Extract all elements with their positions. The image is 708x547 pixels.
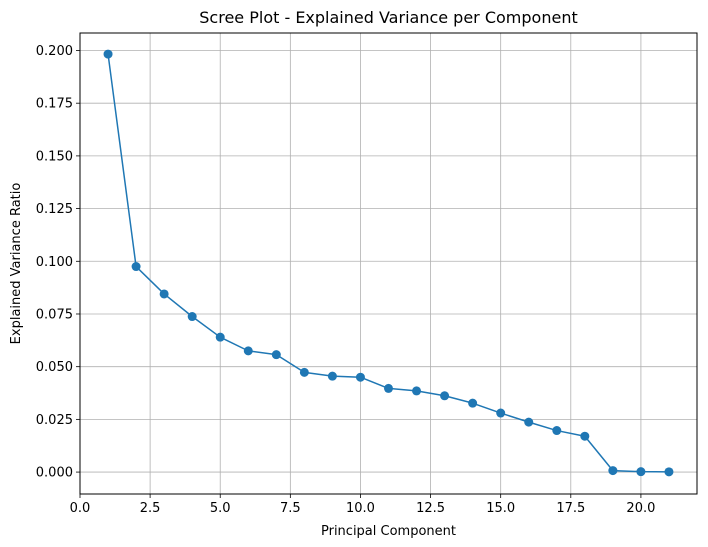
y-tick-label: 0.200 (36, 44, 73, 59)
data-point (524, 417, 534, 427)
data-point (327, 371, 337, 381)
data-point (131, 262, 141, 272)
data-point (468, 398, 478, 408)
y-tick-label: 0.125 (36, 202, 73, 217)
data-point (580, 431, 590, 441)
data-point (215, 332, 225, 342)
x-axis-label: Principal Component (321, 524, 456, 539)
x-tick-label: 20.0 (626, 501, 655, 516)
series-layer (103, 49, 674, 477)
data-point (552, 426, 562, 436)
grid-layer (79, 33, 697, 494)
x-tick-label: 7.5 (280, 501, 301, 516)
data-point (355, 372, 365, 382)
x-tick-label: 12.5 (416, 501, 445, 516)
data-point (384, 383, 393, 393)
data-point (636, 467, 646, 477)
y-tick-label: 0.025 (36, 413, 73, 428)
data-point (440, 391, 450, 401)
data-point (299, 367, 309, 377)
x-tick-label: 2.5 (140, 501, 161, 516)
data-point (412, 386, 422, 396)
x-tick-label: 5.0 (210, 501, 231, 516)
y-tick-label: 0.000 (36, 466, 73, 481)
x-tick-label: 17.5 (556, 501, 585, 516)
x-tick-label: 10.0 (346, 501, 375, 516)
data-point (664, 467, 674, 477)
y-tick-label: 0.100 (36, 255, 73, 270)
data-point (496, 408, 506, 418)
data-point (271, 350, 281, 360)
data-point (159, 289, 169, 299)
data-point (243, 346, 253, 356)
x-tick-label: 0.0 (70, 501, 91, 516)
y-tick-label: 0.175 (36, 97, 73, 112)
y-tick-label: 0.050 (36, 360, 73, 375)
data-point (187, 312, 197, 322)
chart-title: Scree Plot - Explained Variance per Comp… (199, 8, 577, 27)
y-tick-label: 0.150 (36, 149, 73, 164)
plot-frame (79, 32, 698, 495)
tick-layer: 0.0 2.5 5.0 7.5 10.0 12.5 15.0 17.5 20.0 0.000 0.0… (36, 44, 656, 516)
x-tick-label: 15.0 (486, 501, 515, 516)
data-point (103, 49, 113, 59)
data-point (608, 466, 618, 476)
y-tick-label: 0.075 (36, 307, 73, 322)
y-axis-label: Explained Variance Ratio (9, 183, 24, 345)
